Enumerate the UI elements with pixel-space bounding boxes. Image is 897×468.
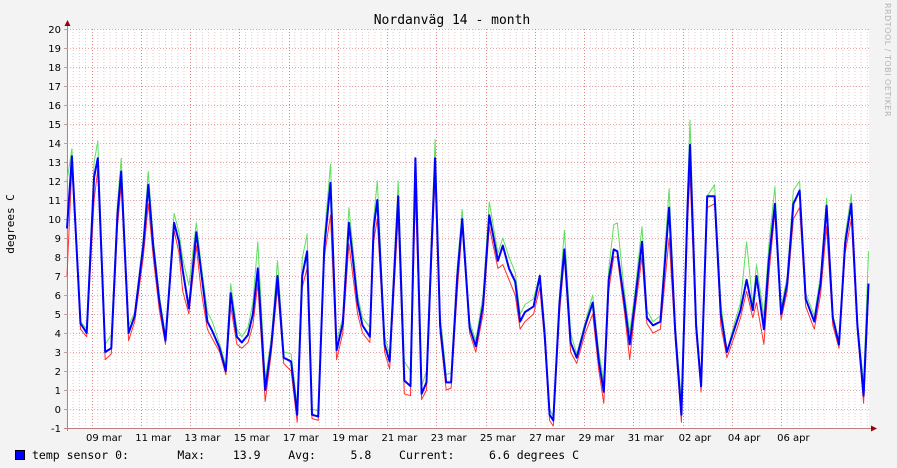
plot-area [67,29,869,428]
legend-max-label: Max: [177,448,206,462]
y-tick-label: 19 [48,44,61,55]
y-tick-label: 14 [48,139,61,150]
x-tick-label: 21 mar [381,433,418,444]
y-tick-label: 0 [55,405,61,416]
legend-max-value: 13.9 [232,448,261,462]
x-tick-label: 11 mar [135,433,172,444]
y-tick-label: 9 [55,234,61,245]
x-tick-label: 04 apr [728,433,761,444]
y-tick-label: 20 [48,25,61,36]
y-axis-arrow [64,20,71,26]
x-tick-label: 31 mar [628,433,665,444]
y-tick-label: -1 [51,424,61,435]
x-tick-label: 06 apr [777,433,810,444]
chart-title: Nordanväg 14 - month [374,13,531,28]
y-tick-label: 15 [48,120,61,131]
x-tick-label: 17 mar [283,433,320,444]
x-tick-label: 27 mar [529,433,566,444]
y-tick-label: 3 [55,348,61,359]
y-tick-label: 16 [48,101,61,112]
y-tick-label: 10 [48,215,61,226]
x-tick-label: 09 mar [86,433,123,444]
x-tick-label: 15 mar [234,433,271,444]
x-tick-label: 02 apr [679,433,712,444]
legend-avg-label: Avg: [288,448,316,462]
y-tick-label: 4 [55,329,61,340]
series-line-temp-sensor-0 [66,143,870,422]
y-axis-label: degrees C [4,194,17,254]
x-tick-label: 13 mar [184,433,221,444]
y-tick-label: 13 [48,158,61,169]
series-lines [66,119,870,427]
legend-swatch [15,450,25,460]
y-tick-label: 17 [48,82,61,93]
grid [66,29,869,429]
y-tick-label: 2 [55,367,61,378]
legend-series-name: temp sensor 0: [32,448,129,462]
y-tick-label: 11 [48,196,61,207]
y-tick-label: 18 [48,63,61,74]
y-tick-label: 6 [55,291,61,302]
x-tick-labels: 09 mar 11 mar 13 mar 15 mar 17 mar 19 mar 21 m… [86,433,811,444]
y-tick-label: 1 [55,386,61,397]
x-tick-label: 19 mar [332,433,369,444]
y-tick-label: 12 [48,177,61,188]
rrdtool-watermark: RRDTOOL / TOBI OETIKER [883,3,892,117]
x-tick-label: 29 mar [578,433,615,444]
x-tick-label: 25 mar [480,433,517,444]
y-tick-label: 8 [55,253,61,264]
legend-current-value: 6.6 [489,448,510,462]
x-axis-arrow [871,425,877,432]
series-line-max [66,119,869,418]
y-tick-label: 5 [55,310,61,321]
legend-avg-value: 5.8 [350,448,372,462]
legend-unit: degrees C [516,448,580,462]
legend-current-label: Current: [399,448,455,462]
legend: temp sensor 0: Max: 13.9 Avg: 5.8 Curren… [15,448,579,462]
x-tick-label: 23 mar [431,433,468,444]
y-tick-label: 7 [55,272,61,283]
